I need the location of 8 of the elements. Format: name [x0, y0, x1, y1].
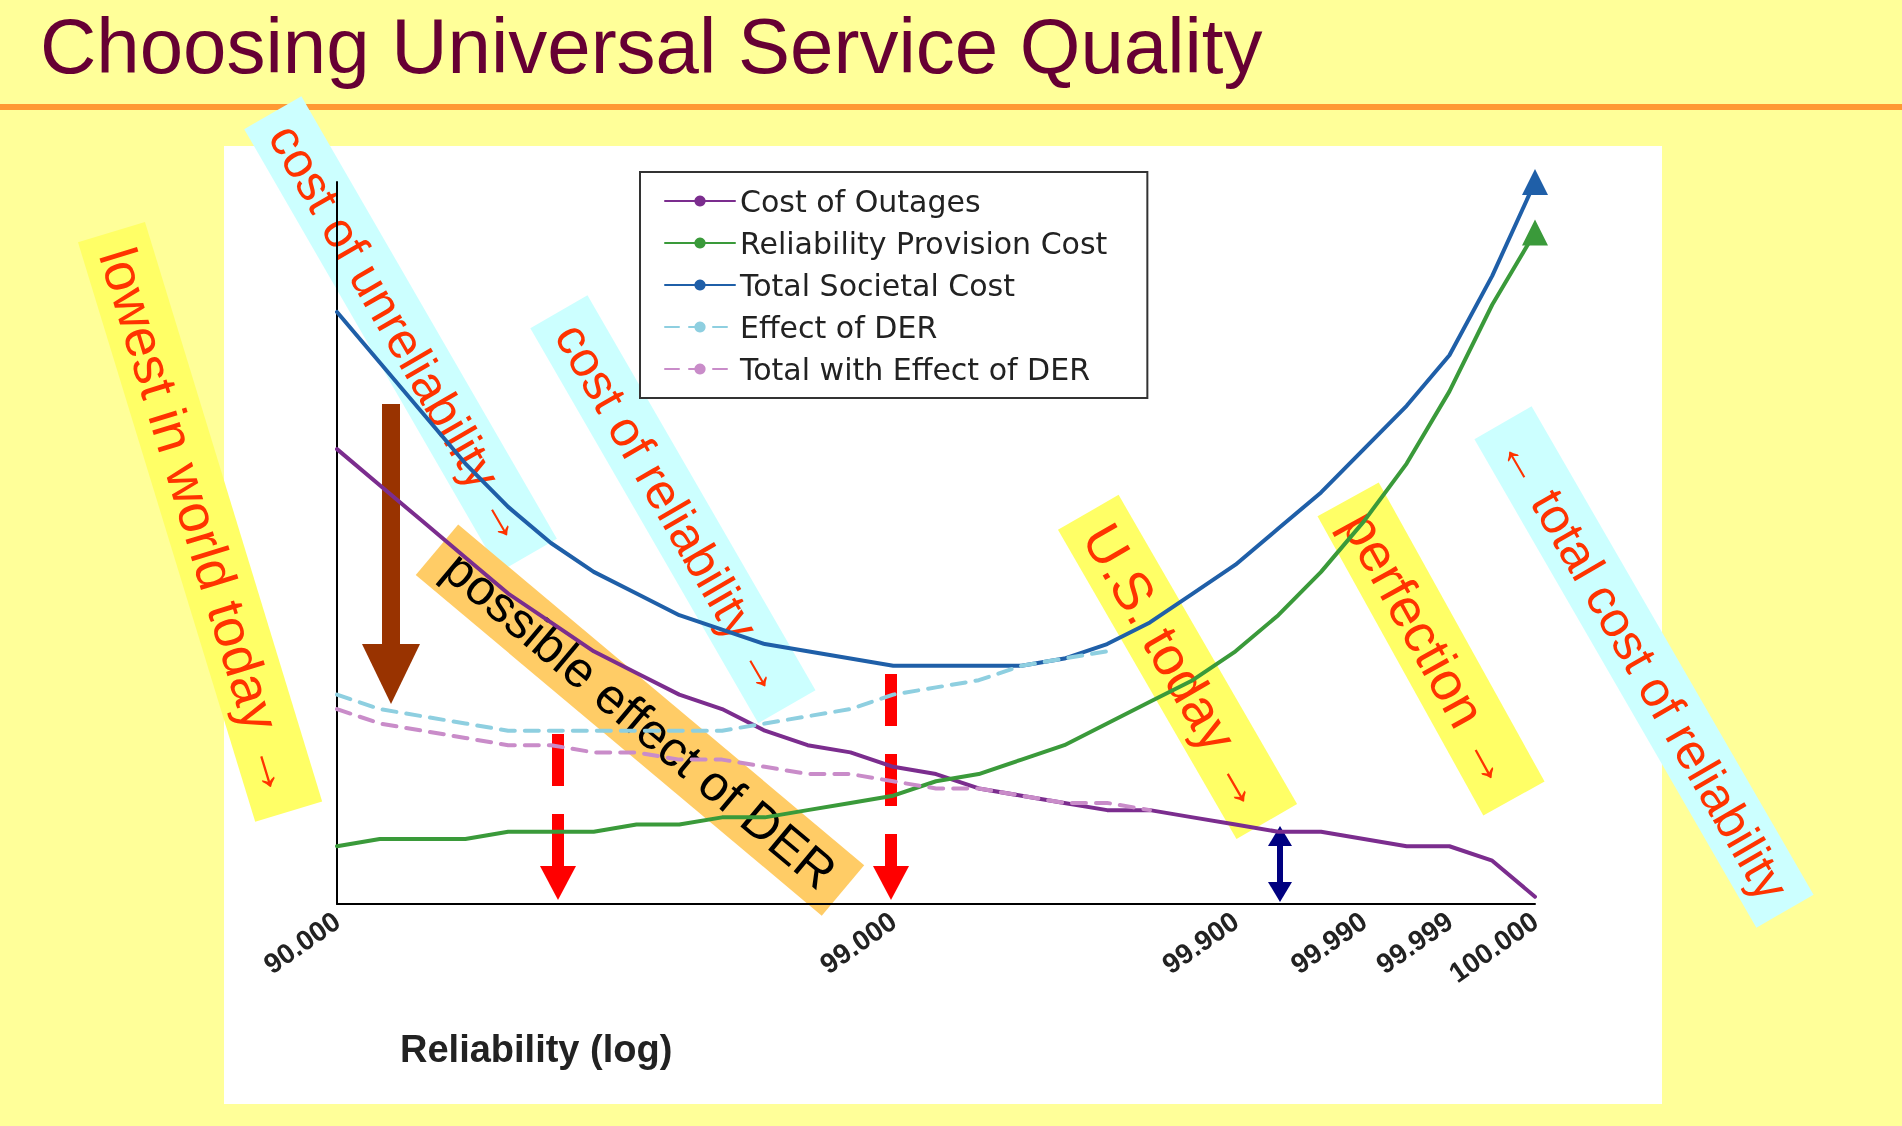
legend-label: Cost of Outages [740, 183, 981, 219]
legend-label: Reliability Provision Cost [740, 225, 1108, 261]
legend-label: Effect of DER [740, 309, 938, 345]
text: lowest in world today → [78, 221, 323, 823]
legend-label: Total Societal Cost [739, 267, 1016, 303]
legend-label: Total with Effect of DER [739, 351, 1091, 387]
x-axis-title: Reliability (log) [400, 1028, 673, 1071]
chart-title: Choosing Universal Service Quality [40, 1, 1263, 92]
